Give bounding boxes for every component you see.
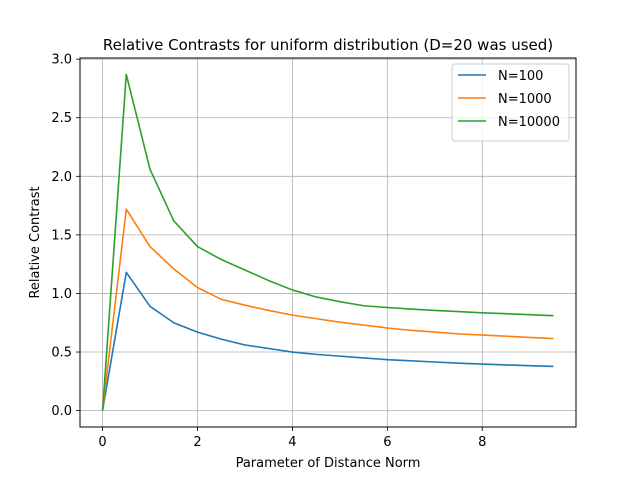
series-line-n-10000 [101,73,554,411]
x-tick-label: 0 [98,435,106,450]
series-line-n-100 [101,271,554,411]
y-tick-label: 1.0 [51,287,72,302]
axis-ticks: 0 2 4 6 8 0.0 0.5 1.0 1.5 2.0 2.5 3.0 [51,53,486,450]
chart-title: Relative Contrasts for uniform distribut… [103,36,553,54]
x-tick-label: 6 [383,435,391,450]
y-tick-label: 1.5 [51,228,72,243]
x-axis-label: Parameter of Distance Norm [236,456,421,471]
legend: N=100 N=1000 N=10000 [451,63,570,142]
y-axis-label: Relative Contrast [28,186,43,298]
series-line-n-1000 [101,208,554,411]
legend-label-n-10000: N=10000 [498,115,560,130]
x-tick-label: 2 [193,435,201,450]
legend-label-n-100: N=100 [498,69,543,84]
x-tick-label: 8 [478,435,486,450]
plot-frame [79,57,577,428]
series-lines [101,73,554,411]
y-tick-label: 2.0 [51,170,72,185]
y-tick-label: 0.5 [51,346,72,361]
x-tick-label: 4 [288,435,296,450]
y-tick-label: 3.0 [51,53,72,68]
y-tick-label: 2.5 [51,111,72,126]
legend-label-n-1000: N=1000 [498,92,552,107]
y-tick-label: 0.0 [51,404,72,419]
